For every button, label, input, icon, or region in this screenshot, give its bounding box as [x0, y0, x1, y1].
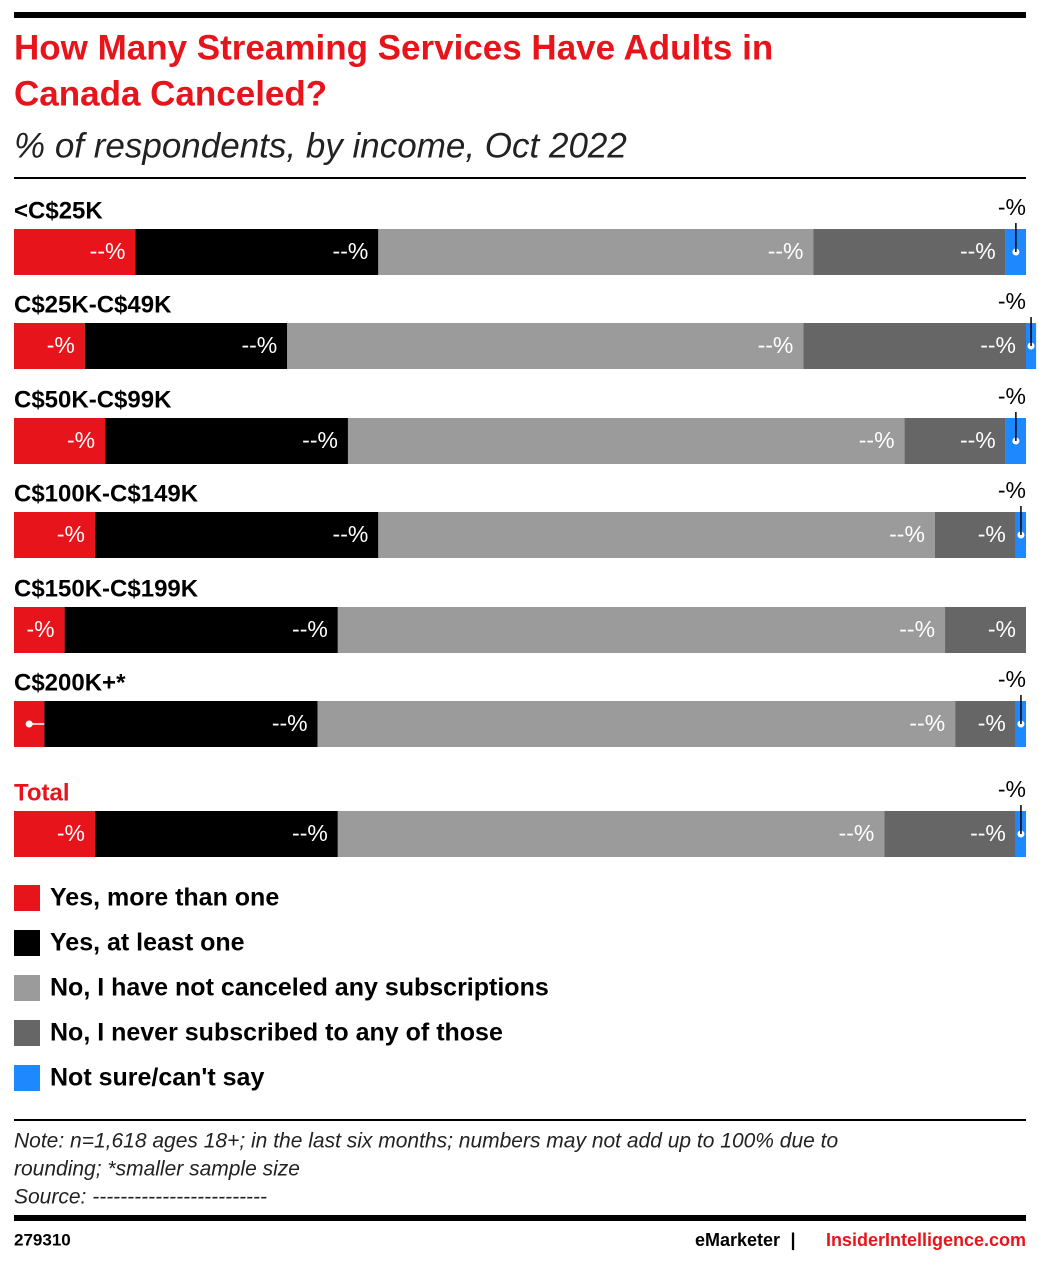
value-label: --%: [758, 332, 794, 358]
note: Note: n=1,618 ages 18+; in the last six …: [14, 1130, 839, 1153]
value-label: -%: [67, 427, 95, 453]
bar-segment: [14, 323, 85, 369]
legend-label: Yes, at least one: [50, 929, 245, 957]
value-label: -%: [57, 521, 85, 547]
legend-swatch: [14, 930, 40, 956]
value-label: --%: [302, 427, 338, 453]
value-label: --%: [960, 427, 996, 453]
chart-id: 279310: [14, 1230, 71, 1249]
value-label: -%: [978, 710, 1006, 736]
brand: eMarketer: [695, 1230, 780, 1250]
legend-swatch: [14, 1020, 40, 1046]
category-label: C$50K-C$99K: [14, 386, 172, 413]
value-label: -%: [47, 332, 75, 358]
bar-segment: [803, 323, 1026, 369]
bar-segment: [955, 701, 1016, 747]
bar-segment: [378, 512, 935, 558]
value-label: --%: [272, 710, 308, 736]
value-label: --%: [960, 238, 996, 264]
bar-segment: [337, 607, 946, 653]
bar-segment: [378, 229, 814, 275]
value-label: --%: [768, 238, 804, 264]
value-label: -%: [998, 383, 1026, 409]
top-rule: [14, 12, 1026, 18]
value-label: -%: [998, 477, 1026, 503]
bar-segment: [287, 323, 804, 369]
value-label: --%: [970, 820, 1006, 846]
value-label: --%: [292, 820, 328, 846]
legend-swatch: [14, 975, 40, 1001]
legend-label: No, I never subscribed to any of those: [50, 1019, 503, 1047]
category-label: C$100K-C$149K: [14, 480, 199, 507]
site: InsiderIntelligence.com: [826, 1230, 1026, 1250]
value-label: -%: [57, 820, 85, 846]
bar-segment: [904, 418, 1006, 464]
value-label: --%: [90, 238, 126, 264]
rule: [14, 1119, 1026, 1121]
source: Source: -------------------------: [14, 1186, 267, 1209]
bar-segment: [934, 512, 1016, 558]
value-label: --%: [839, 820, 875, 846]
value-label: --%: [980, 332, 1016, 358]
bar-segment: [84, 323, 288, 369]
value-label: --%: [899, 616, 935, 642]
legend-label: Not sure/can't say: [50, 1064, 264, 1092]
chart-subtitle: % of respondents, by income, Oct 2022: [14, 126, 627, 165]
rule: [14, 177, 1026, 179]
bar-segment: [813, 229, 1006, 275]
value-label: -%: [998, 194, 1026, 220]
category-label: Total: [14, 779, 70, 806]
bar-segment: [14, 418, 106, 464]
legend-swatch: [14, 885, 40, 911]
value-label: -%: [998, 666, 1026, 692]
value-label: -%: [998, 776, 1026, 802]
value-label: --%: [333, 521, 369, 547]
bar-segment: [337, 811, 885, 857]
value-label: --%: [859, 427, 895, 453]
bar-segment: [14, 811, 95, 857]
category-label: <C$25K: [14, 197, 103, 224]
bar-segment: [64, 607, 338, 653]
legend-label: Yes, more than one: [50, 884, 279, 912]
bar-segment: [945, 607, 1026, 653]
category-label: C$150K-C$199K: [14, 575, 199, 602]
value-label: -%: [26, 616, 54, 642]
bar-segment: [884, 811, 1016, 857]
bar-segment: [14, 512, 95, 558]
category-label: C$200K+*: [14, 669, 126, 696]
bar-segment: [14, 229, 136, 275]
value-label: --%: [333, 238, 369, 264]
chart-title: How Many Streaming Services Have Adults …: [14, 28, 773, 67]
legend-swatch: [14, 1065, 40, 1091]
value-label: --%: [292, 616, 328, 642]
value-label: -%: [978, 521, 1006, 547]
bottom-rule: [14, 1215, 1026, 1221]
bar-segment: [94, 512, 379, 558]
bar-segment: [44, 701, 318, 747]
chart-title: Canada Canceled?: [14, 74, 327, 113]
bar-segment: [347, 418, 905, 464]
bar-segment: [105, 418, 348, 464]
value-label: --%: [889, 521, 925, 547]
bar-segment: [94, 811, 338, 857]
value-label: -%: [998, 288, 1026, 314]
category-label: C$25K-C$49K: [14, 291, 172, 318]
separator: |: [790, 1230, 795, 1250]
value-label: --%: [909, 710, 945, 736]
note: rounding; *smaller sample size: [14, 1158, 300, 1181]
value-label: -%: [988, 616, 1016, 642]
bar-segment: [14, 607, 65, 653]
bar-segment: [135, 229, 379, 275]
bar-segment: [317, 701, 956, 747]
value-label: --%: [241, 332, 277, 358]
legend-label: No, I have not canceled any subscription…: [50, 974, 549, 1002]
